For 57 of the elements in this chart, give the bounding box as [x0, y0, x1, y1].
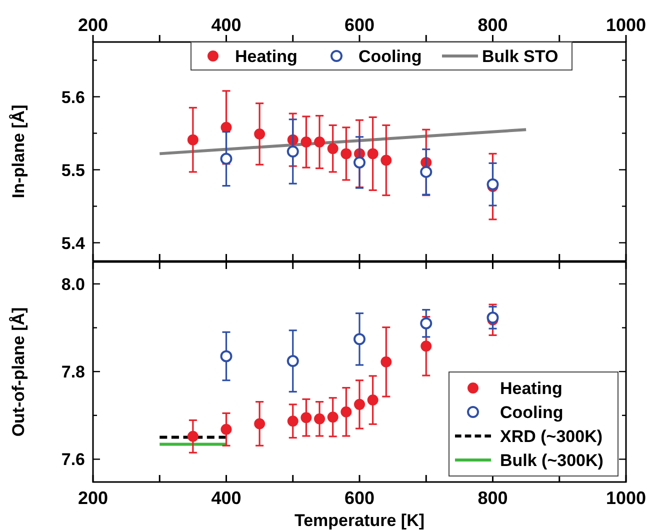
legend-label: Heating [235, 47, 298, 66]
point [327, 412, 338, 423]
x2-tick-label: 1000 [606, 15, 646, 35]
point [220, 122, 232, 133]
y-axis-title: Out-of-plane [Å] [9, 307, 28, 437]
legend-label: Cooling [358, 47, 422, 66]
point [286, 146, 299, 158]
point [354, 398, 365, 410]
y-tick-label: 7.6 [61, 450, 85, 470]
point [286, 355, 299, 368]
y-axis-title: In-plane [Å] [9, 104, 28, 198]
legend-label: XRD (~300K) [500, 427, 603, 446]
point [327, 143, 338, 154]
y-tick-label: 8.0 [61, 274, 85, 294]
x2-tick-label: 800 [478, 15, 508, 35]
x-axis-title: Temperature [K] [294, 511, 425, 530]
point [380, 154, 392, 166]
legend-label: Bulk (~300K) [500, 451, 604, 470]
point [420, 340, 432, 352]
point [287, 416, 298, 427]
point [354, 156, 366, 168]
point [340, 406, 352, 418]
x-tick-label: 200 [78, 488, 108, 508]
point [187, 430, 198, 442]
point [486, 312, 499, 324]
point [340, 148, 352, 160]
x2-tick-label: 600 [344, 15, 375, 35]
x-tick-label: 800 [478, 488, 508, 508]
point [314, 136, 326, 148]
point [367, 394, 378, 406]
y-tick-label: 5.6 [61, 88, 85, 107]
x-tick-label: 400 [211, 488, 242, 508]
point [300, 136, 312, 148]
point [420, 166, 432, 178]
point [187, 134, 198, 146]
point [354, 333, 366, 346]
y-tick-label: 5.5 [61, 160, 85, 180]
point [420, 317, 432, 330]
y-tick-label: 7.8 [61, 362, 85, 382]
point [367, 148, 378, 160]
x2-tick-label: 200 [78, 15, 108, 35]
point [220, 152, 232, 165]
point [486, 178, 499, 190]
point [300, 412, 312, 424]
x2-tick-label: 400 [211, 15, 242, 35]
point [314, 413, 326, 424]
y-tick-label: 5.4 [61, 234, 86, 253]
legend-label: Bulk STO [482, 47, 558, 66]
x-tick-label: 600 [344, 488, 375, 508]
point [220, 424, 232, 435]
x-tick-label: 1000 [606, 488, 646, 508]
legend-label: Heating [500, 379, 562, 398]
point [254, 418, 266, 430]
point [380, 356, 392, 368]
point [254, 128, 266, 140]
legend-label: Cooling [500, 403, 564, 422]
point [220, 350, 232, 362]
